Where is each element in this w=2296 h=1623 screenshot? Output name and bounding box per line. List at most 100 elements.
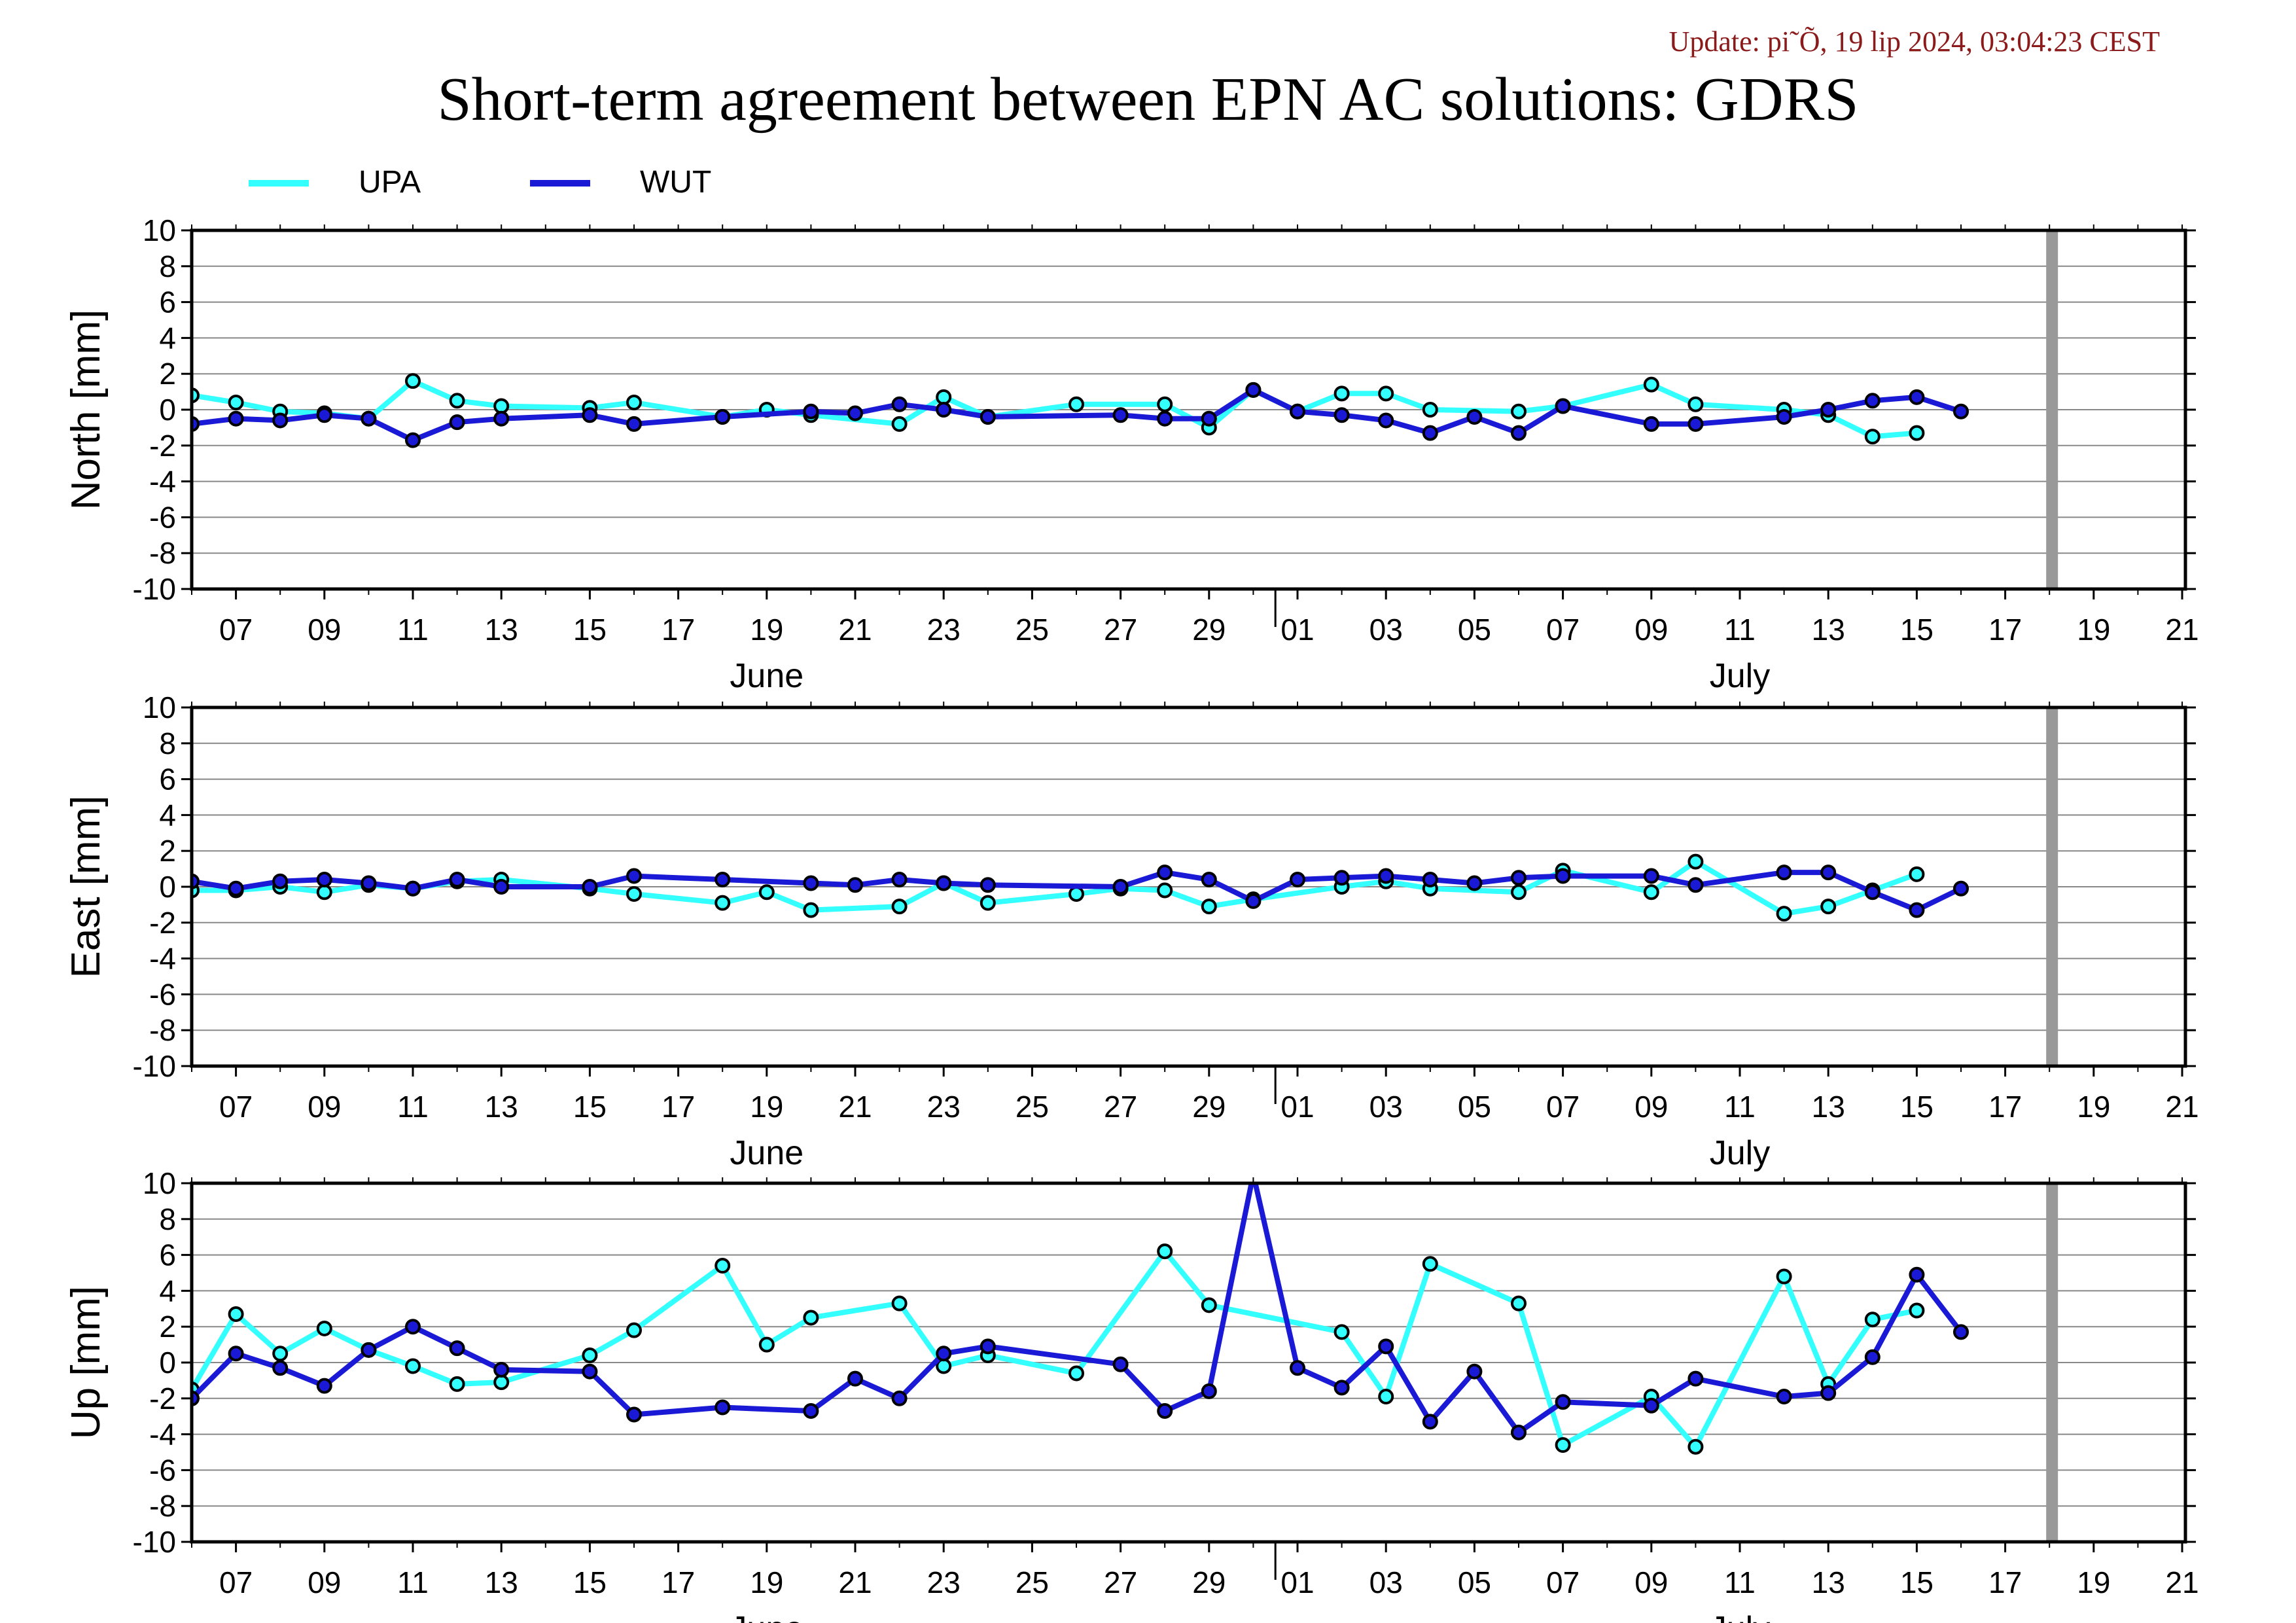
series-wut: [192, 865, 1969, 918]
data-point-wut: [891, 1390, 908, 1406]
x-tick-label: 21: [2165, 1090, 2199, 1124]
y-tick-label: -10: [133, 1525, 176, 1559]
data-point-upa: [1069, 1365, 1084, 1382]
month-label: June: [730, 1610, 804, 1623]
data-point-upa: [1069, 885, 1084, 902]
x-tick-label: 19: [750, 613, 783, 647]
x-tick-label: 07: [219, 1565, 253, 1599]
data-point-wut: [1643, 1397, 1659, 1414]
data-point-upa: [715, 1258, 731, 1274]
data-point-upa: [1776, 1268, 1792, 1285]
data-point-wut: [847, 877, 863, 893]
data-point-wut: [405, 880, 421, 897]
y-tick-label: 10: [143, 690, 176, 724]
series-line-wut: [192, 870, 1962, 913]
x-tick-label: 01: [1280, 613, 1314, 647]
data-point-wut: [1378, 412, 1394, 429]
data-point-wut: [1290, 403, 1305, 419]
data-point-wut: [1820, 865, 1837, 881]
y-tick-label: 4: [159, 798, 176, 832]
data-point-wut: [316, 1378, 332, 1394]
chart-title: Short-term agreement between EPN AC solu…: [437, 65, 1859, 134]
data-point-wut: [1864, 393, 1881, 409]
data-point-upa: [1201, 899, 1217, 915]
legend-label-wut: WUT: [640, 165, 711, 200]
data-point-upa: [758, 884, 775, 901]
x-tick-label: 09: [308, 1090, 341, 1124]
data-point-upa: [803, 902, 819, 918]
data-point-upa: [980, 895, 996, 911]
data-point-wut: [1776, 1389, 1792, 1405]
x-tick-label: 13: [485, 1565, 518, 1599]
data-point-wut: [1112, 407, 1129, 423]
data-point-wut: [1201, 1383, 1217, 1399]
y-axis-label: East [mm]: [63, 795, 109, 978]
data-point-wut: [626, 416, 642, 432]
x-tick-label: 17: [662, 1090, 695, 1124]
data-point-wut: [1687, 1370, 1704, 1387]
data-point-upa: [626, 1322, 642, 1338]
x-tick-label: 01: [1280, 1090, 1314, 1124]
data-point-wut: [1511, 425, 1527, 441]
series-line-wut: [192, 387, 1962, 443]
data-point-wut: [936, 402, 952, 418]
x-tick-label: 23: [927, 1090, 961, 1124]
data-point-wut: [582, 1363, 598, 1380]
x-tick-label: 15: [1900, 613, 1934, 647]
data-point-wut: [228, 410, 244, 427]
data-point-upa: [626, 885, 642, 902]
data-point-wut: [228, 880, 244, 897]
data-point-upa: [1643, 376, 1659, 393]
y-tick-label: 4: [159, 321, 176, 355]
data-point-wut: [449, 414, 465, 431]
data-point-wut: [1555, 868, 1571, 884]
x-tick-label: 23: [927, 1565, 961, 1599]
x-tick-label: 05: [1458, 613, 1491, 647]
y-tick-label: 0: [159, 393, 176, 427]
data-point-wut: [1864, 884, 1881, 901]
data-point-wut: [1511, 870, 1527, 886]
data-point-wut: [1909, 389, 1925, 405]
data-point-upa: [1687, 396, 1704, 412]
x-tick-label: 09: [1634, 1090, 1668, 1124]
data-point-wut: [1333, 870, 1350, 886]
x-tick-label: 15: [1900, 1565, 1934, 1599]
x-tick-label: 17: [662, 1565, 695, 1599]
data-point-wut: [936, 875, 952, 891]
data-point-wut: [803, 403, 819, 419]
y-tick-label: 2: [159, 357, 176, 391]
data-point-wut: [891, 396, 908, 412]
x-tick-label: 13: [1812, 613, 1845, 647]
data-point-wut: [1555, 398, 1571, 414]
data-point-wut: [405, 1319, 421, 1335]
data-point-upa: [493, 1374, 510, 1391]
data-point-upa: [1333, 385, 1350, 402]
month-label: July: [1710, 1134, 1770, 1172]
y-tick-label: -2: [149, 1382, 176, 1416]
panel-frame: [190, 228, 2187, 591]
data-point-wut: [1864, 1349, 1881, 1365]
data-point-upa: [936, 389, 952, 405]
data-point-wut: [1422, 872, 1438, 888]
data-point-wut: [316, 872, 332, 888]
y-tick-label: -8: [149, 536, 176, 570]
data-point-upa: [1687, 853, 1704, 870]
month-label: June: [730, 657, 804, 695]
x-tick-label: 29: [1192, 613, 1226, 647]
y-tick-label: 0: [159, 870, 176, 904]
y-tick-label: -6: [149, 500, 176, 534]
y-tick-label: 8: [159, 1202, 176, 1236]
vertical-marker: [2046, 707, 2058, 1066]
data-point-wut: [1157, 410, 1173, 427]
data-point-upa: [626, 395, 642, 411]
x-tick-label: 11: [397, 1090, 429, 1124]
x-tick-label: 03: [1369, 1565, 1403, 1599]
data-point-wut: [1776, 408, 1792, 425]
x-tick-label: 21: [838, 1090, 872, 1124]
data-point-upa: [316, 1320, 332, 1336]
data-point-wut: [1555, 1394, 1571, 1410]
y-tick-label: 10: [143, 213, 176, 247]
vertical-marker: [2046, 230, 2058, 589]
x-tick-label: 07: [1546, 1565, 1580, 1599]
